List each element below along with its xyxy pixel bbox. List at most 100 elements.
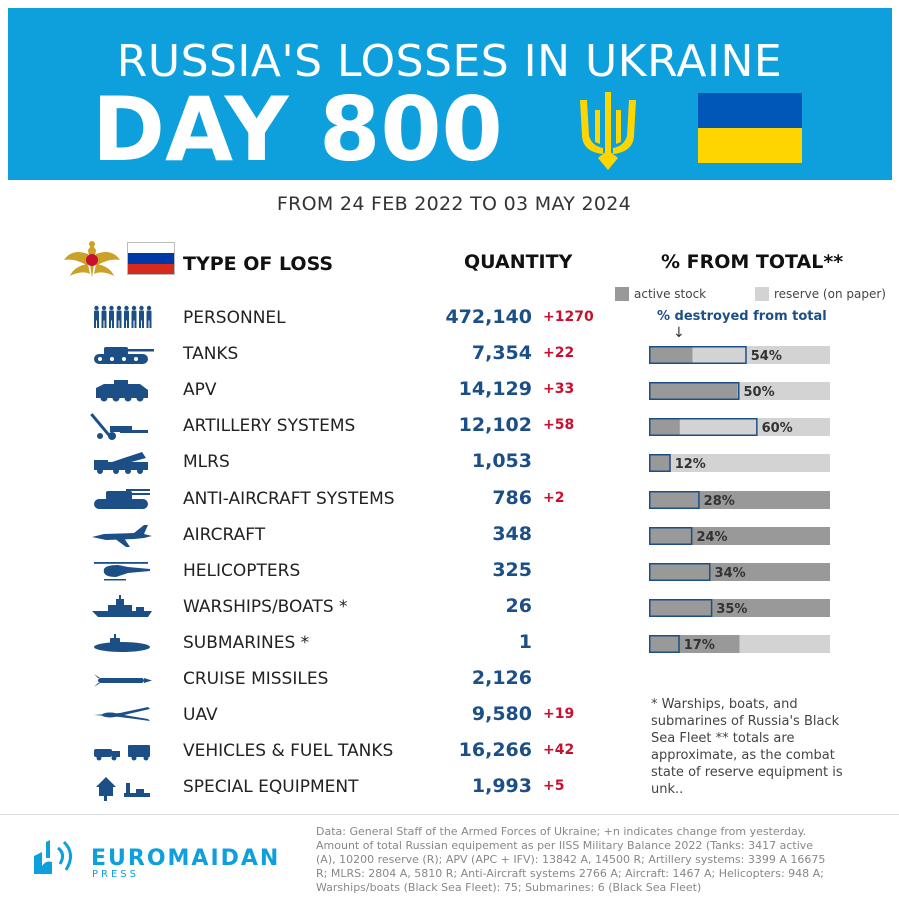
data-source-note: Data: General Staff of the Armed Forces … xyxy=(316,825,826,894)
table-row: APV 14,129 +33 50% xyxy=(0,372,899,408)
loss-quantity: 1,053 xyxy=(471,450,532,473)
helicopter-icon xyxy=(88,557,156,585)
active-segment xyxy=(649,454,671,473)
russia-flag-icon xyxy=(127,242,175,275)
loss-type-label: WARSHIPS/BOATS * xyxy=(183,596,348,617)
reserve-swatch xyxy=(755,287,769,301)
daily-change: +19 xyxy=(543,706,575,723)
percent-bar: 54% xyxy=(649,346,830,365)
uav-icon xyxy=(88,701,156,729)
percent-label: 24% xyxy=(696,530,727,545)
reserve-segment xyxy=(649,418,830,437)
table-row: ARTILLERY SYSTEMS 12,102 +58 60% xyxy=(0,408,899,444)
trident-icon xyxy=(578,92,638,174)
euromaidan-logo-icon xyxy=(30,836,80,880)
loss-type-label: AIRCRAFT xyxy=(183,524,266,545)
table-row: HELICOPTERS 325 34% xyxy=(0,553,899,589)
percent-label: 17% xyxy=(684,638,715,653)
percent-bar: 34% xyxy=(649,562,830,581)
apv-icon xyxy=(88,376,156,404)
loss-quantity: 26 xyxy=(505,594,532,617)
percent-label: 35% xyxy=(716,602,747,617)
loss-quantity: 786 xyxy=(492,486,532,509)
percent-header: % FROM TOTAL** xyxy=(661,251,844,273)
table-row: SPECIAL EQUIPMENT 1,993 +5 xyxy=(0,769,899,805)
percent-bar: 35% xyxy=(649,598,830,617)
destroyed-segment xyxy=(649,454,671,473)
loss-type-label: HELICOPTERS xyxy=(183,560,301,581)
loss-quantity: 348 xyxy=(492,522,532,545)
submarine-icon xyxy=(88,629,156,657)
loss-type-label: APV xyxy=(183,380,217,401)
loss-quantity: 9,580 xyxy=(471,703,532,726)
destroyed-note: % destroyed from total xyxy=(657,309,827,324)
active-segment xyxy=(649,598,830,617)
loss-type-label: CRUISE MISSILES xyxy=(183,669,329,689)
reserve-segment xyxy=(649,454,830,473)
daily-change: +5 xyxy=(543,778,565,795)
destroyed-segment xyxy=(649,490,700,509)
loss-type-label: SPECIAL EQUIPMENT xyxy=(183,777,359,798)
loss-type-label: MLRS xyxy=(183,452,230,473)
table-row: AIRCRAFT 348 24% xyxy=(0,517,899,553)
daily-change: +42 xyxy=(543,742,575,759)
table-row: WARSHIPS/BOATS * 26 35% xyxy=(0,589,899,625)
quantity-header: QUANTITY xyxy=(464,251,573,273)
percent-label: 28% xyxy=(704,494,735,509)
date-range: FROM 24 FEB 2022 TO 03 MAY 2024 xyxy=(276,193,632,215)
table-row: CRUISE MISSILES 2,126 xyxy=(0,661,899,697)
daily-change: +1270 xyxy=(543,309,594,325)
footnote: * Warships, boats, and submarines of Rus… xyxy=(651,697,843,797)
tank-icon xyxy=(88,340,156,368)
loss-type-label: ARTILLERY SYSTEMS xyxy=(183,416,356,437)
daily-change: +33 xyxy=(543,381,575,398)
russian-army-emblem-icon xyxy=(62,240,122,286)
active-stock-swatch xyxy=(615,287,629,301)
loss-quantity: 1,993 xyxy=(471,775,532,798)
warship-icon xyxy=(88,593,156,621)
logo-subtitle: PRESS xyxy=(92,869,139,880)
active-segment xyxy=(649,382,738,401)
percent-label: 50% xyxy=(744,385,775,400)
destroyed-segment xyxy=(649,562,711,581)
table-row: SUBMARINES * 1 17% xyxy=(0,625,899,661)
vehicles-icon xyxy=(88,737,156,765)
aircraft-icon xyxy=(88,521,156,549)
loss-type-label: VEHICLES & FUEL TANKS xyxy=(183,741,394,762)
loss-quantity: 14,129 xyxy=(458,378,532,401)
active-segment xyxy=(649,490,830,509)
destroyed-segment xyxy=(649,634,680,653)
active-stock-label: active stock xyxy=(634,287,707,301)
destroyed-segment xyxy=(649,382,740,401)
active-segment xyxy=(649,526,830,545)
table-row: MLRS 1,053 12% xyxy=(0,444,899,480)
table-row: ANTI-AIRCRAFT SYSTEMS 786 +2 28% xyxy=(0,481,899,517)
percent-bar: 17% xyxy=(649,634,830,653)
loss-quantity: 325 xyxy=(492,558,532,581)
missile-icon xyxy=(88,665,156,693)
destroyed-segment xyxy=(649,418,758,437)
loss-type-label: TANKS xyxy=(183,344,239,365)
active-segment xyxy=(649,418,680,437)
active-segment xyxy=(649,346,693,365)
table-row: TANKS 7,354 +22 54% xyxy=(0,336,899,372)
reserve-label: reserve (on paper) xyxy=(774,287,886,301)
table-row: VEHICLES & FUEL TANKS 16,266 +42 xyxy=(0,733,899,769)
ukraine-flag-icon xyxy=(698,93,802,163)
loss-quantity: 472,140 xyxy=(445,306,532,328)
percent-label: 12% xyxy=(675,457,706,472)
percent-label: 60% xyxy=(762,421,793,436)
active-segment xyxy=(649,634,740,653)
table-row: UAV 9,580 +19 xyxy=(0,697,899,733)
banner-title: RUSSIA'S LOSSES IN UKRAINE xyxy=(116,36,783,87)
artillery-icon xyxy=(88,412,156,441)
loss-quantity: 12,102 xyxy=(458,414,532,437)
special-equipment-icon xyxy=(88,773,156,802)
percent-bar: 28% xyxy=(649,490,830,509)
percent-label: 54% xyxy=(751,349,782,364)
footer-divider xyxy=(0,814,899,815)
loss-quantity: 1 xyxy=(518,630,532,653)
logo-wordmark: EUROMAIDAN xyxy=(91,846,281,871)
percent-bar: 12% xyxy=(649,454,830,473)
destroyed-segment xyxy=(649,346,747,365)
